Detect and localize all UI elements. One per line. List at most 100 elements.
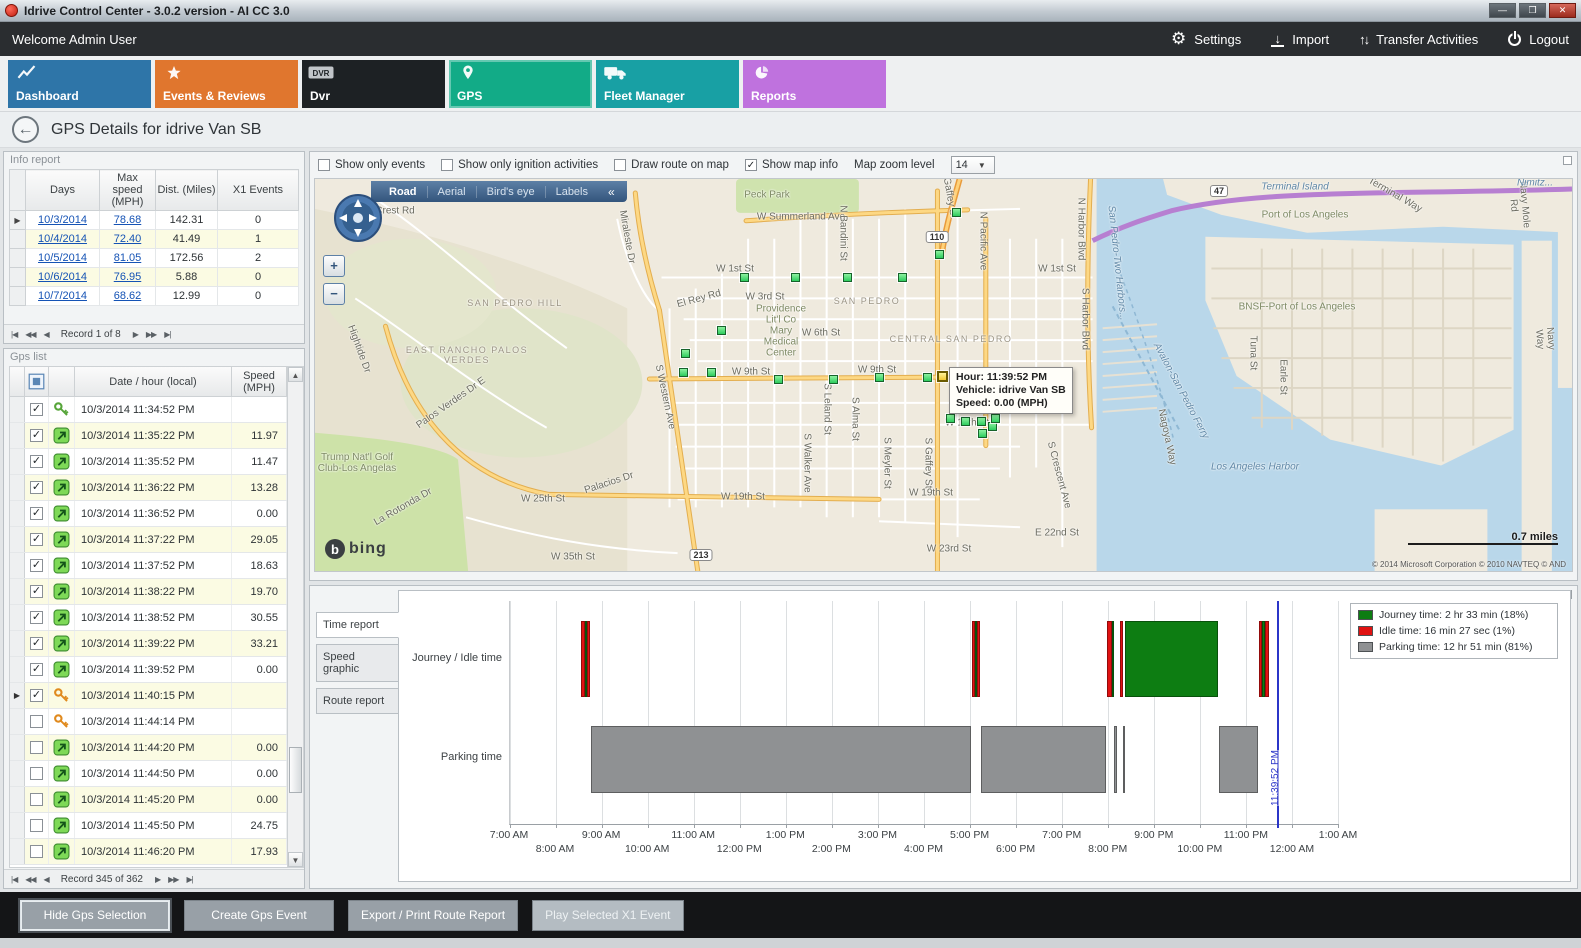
day-link[interactable]: 10/7/2014	[38, 290, 87, 302]
info-report-row[interactable]: 10/5/2014 81.05 172.56 2	[9, 248, 299, 268]
row-checkbox[interactable]	[30, 741, 43, 754]
map-marker[interactable]	[977, 417, 986, 426]
report-tab-route-report[interactable]: Route report	[316, 688, 399, 714]
collapse-map-bar-icon[interactable]: «	[608, 184, 615, 199]
row-checkbox[interactable]	[30, 793, 43, 806]
map-marker[interactable]	[991, 414, 1000, 423]
max-speed-link[interactable]: 81.05	[113, 252, 142, 264]
max-speed-link[interactable]: 76.95	[113, 271, 142, 283]
nav-tab-fleet-manager[interactable]: Fleet Manager	[596, 59, 739, 108]
gps-list-row[interactable]: 10/3/2014 11:45:50 PM 24.75	[10, 813, 287, 839]
row-checkbox[interactable]: ✓	[30, 611, 43, 624]
map-marker[interactable]	[952, 208, 961, 217]
map-zoom-out-button[interactable]: −	[323, 283, 345, 305]
gps-list-row[interactable]: ✓ 10/3/2014 11:38:22 PM 19.70	[10, 579, 287, 605]
checkbox-icon[interactable]	[614, 159, 627, 171]
import-button[interactable]: ↓ Import	[1271, 32, 1329, 47]
scroll-down-arrow[interactable]: ▼	[288, 852, 303, 867]
logout-button[interactable]: Logout	[1508, 32, 1569, 47]
map-marker[interactable]	[717, 326, 726, 335]
day-link[interactable]: 10/6/2014	[38, 271, 87, 283]
info-report-row[interactable]: 10/7/2014 68.62 12.99 0	[9, 286, 299, 306]
gps-list-row[interactable]: 10/3/2014 11:44:50 PM 0.00	[10, 761, 287, 787]
column-header-datetime[interactable]: Date / hour (local)	[75, 367, 232, 396]
map-view-tab-road[interactable]: Road	[389, 185, 417, 198]
checkbox-icon[interactable]	[441, 159, 454, 171]
gps-list-row[interactable]: ✓ 10/3/2014 11:36:22 PM 13.28	[10, 475, 287, 501]
gps-list-row[interactable]: ✓ 10/3/2014 11:35:52 PM 11.47	[10, 449, 287, 475]
map-view-tab-bird-s-eye[interactable]: Bird's eye	[475, 185, 545, 198]
max-speed-link[interactable]: 68.62	[113, 290, 142, 302]
max-speed-link[interactable]: 72.40	[113, 233, 142, 245]
column-header-speed[interactable]: Speed (MPH)	[232, 367, 287, 396]
map-marker[interactable]	[923, 373, 932, 382]
column-header-days[interactable]: Days	[25, 169, 100, 211]
map-marker[interactable]	[740, 273, 749, 282]
report-tab-speed-graphic[interactable]: Speed graphic	[316, 644, 399, 682]
row-checkbox[interactable]: ✓	[30, 507, 43, 520]
gps-list-row[interactable]: 10/3/2014 11:44:20 PM 0.00	[10, 735, 287, 761]
export-print-route-report-button[interactable]: Export / Print Route Report	[348, 899, 519, 931]
gps-list-row[interactable]: ✓ 10/3/2014 11:34:52 PM	[10, 397, 287, 423]
info-report-row[interactable]: 10/4/2014 72.40 41.49 1	[9, 229, 299, 249]
map-marker[interactable]	[774, 375, 783, 384]
row-checkbox[interactable]	[30, 819, 43, 832]
gps-list-row[interactable]: ▶ ✓ 10/3/2014 11:40:15 PM	[10, 683, 287, 709]
map-marker[interactable]	[679, 368, 688, 377]
checkbox-icon[interactable]	[318, 159, 330, 171]
row-checkbox[interactable]	[30, 715, 43, 728]
nav-tab-dashboard[interactable]: Dashboard	[8, 59, 151, 108]
map-marker[interactable]	[978, 429, 987, 438]
settings-button[interactable]: ⚙ Settings	[1171, 30, 1241, 47]
gps-list-row[interactable]: ✓ 10/3/2014 11:35:22 PM 11.97	[10, 423, 287, 449]
row-checkbox[interactable]: ✓	[30, 637, 43, 650]
info-pager-button[interactable]: ▶	[132, 329, 139, 339]
minimize-button[interactable]: —	[1489, 3, 1516, 18]
map-marker[interactable]	[961, 417, 970, 426]
gps-list-row[interactable]: ✓ 10/3/2014 11:39:22 PM 33.21	[10, 631, 287, 657]
gps-list-row[interactable]: ✓ 10/3/2014 11:39:52 PM 0.00	[10, 657, 287, 683]
column-header-x1-events[interactable]: X1 Events	[217, 169, 299, 211]
gps-list-row[interactable]: ✓ 10/3/2014 11:36:52 PM 0.00	[10, 501, 287, 527]
map-zoom-level-select[interactable]: 14 ▼	[950, 156, 995, 174]
map-marker-selected[interactable]	[937, 371, 948, 382]
row-checkbox[interactable]: ✓	[30, 689, 43, 702]
map-option-show-map-info[interactable]: ✓ Show map info	[744, 159, 838, 171]
day-link[interactable]: 10/3/2014	[38, 214, 87, 226]
map-option-show-only-ignition-activities[interactable]: Show only ignition activities	[441, 159, 598, 171]
map-zoom-in-button[interactable]: +	[323, 255, 345, 277]
info-report-row[interactable]: 10/6/2014 76.95 5.88 0	[9, 267, 299, 287]
info-pager-button[interactable]: |◀	[11, 329, 18, 339]
map-view-tab-aerial[interactable]: Aerial	[426, 185, 476, 198]
scroll-up-arrow[interactable]: ▲	[288, 367, 303, 382]
gps-pager-button[interactable]: ◀◀	[25, 874, 36, 884]
row-checkbox[interactable]	[30, 845, 43, 858]
map-marker[interactable]	[843, 273, 852, 282]
scroll-thumb[interactable]	[289, 747, 302, 793]
nav-tab-events-reviews[interactable]: Events & Reviews	[155, 59, 298, 108]
map-marker[interactable]	[875, 373, 884, 382]
map-compass-control[interactable]	[333, 193, 383, 243]
gps-pager-button[interactable]: |◀	[11, 874, 18, 884]
gps-list-row[interactable]: ✓ 10/3/2014 11:38:52 PM 30.55	[10, 605, 287, 631]
maximize-map-panel-icon[interactable]	[1563, 156, 1572, 165]
map-marker[interactable]	[707, 368, 716, 377]
column-header-distance[interactable]: Dist. (Miles)	[155, 169, 218, 211]
close-button[interactable]: ✕	[1549, 3, 1576, 18]
max-speed-link[interactable]: 78.68	[113, 214, 142, 226]
row-checkbox[interactable]: ✓	[30, 585, 43, 598]
gps-pager-button[interactable]: ◀	[43, 874, 50, 884]
info-report-row[interactable]: ▶ 10/3/2014 78.68 142.31 0	[9, 210, 299, 230]
map-marker[interactable]	[791, 273, 800, 282]
map-marker[interactable]	[946, 414, 955, 423]
map-marker[interactable]	[681, 349, 690, 358]
gps-list-row[interactable]: ✓ 10/3/2014 11:37:52 PM 18.63	[10, 553, 287, 579]
map-marker[interactable]	[829, 375, 838, 384]
row-checkbox[interactable]: ✓	[30, 429, 43, 442]
map-canvas[interactable]: Road Aerial Bird's eye Labels « + − Peck Par…	[314, 178, 1573, 572]
maximize-button[interactable]: ❒	[1519, 3, 1546, 18]
gps-select-all[interactable]	[25, 367, 49, 396]
gps-list-row[interactable]: ✓ 10/3/2014 11:37:22 PM 29.05	[10, 527, 287, 553]
row-checkbox[interactable]: ✓	[30, 455, 43, 468]
gps-pager-button[interactable]: ▶	[154, 874, 161, 884]
